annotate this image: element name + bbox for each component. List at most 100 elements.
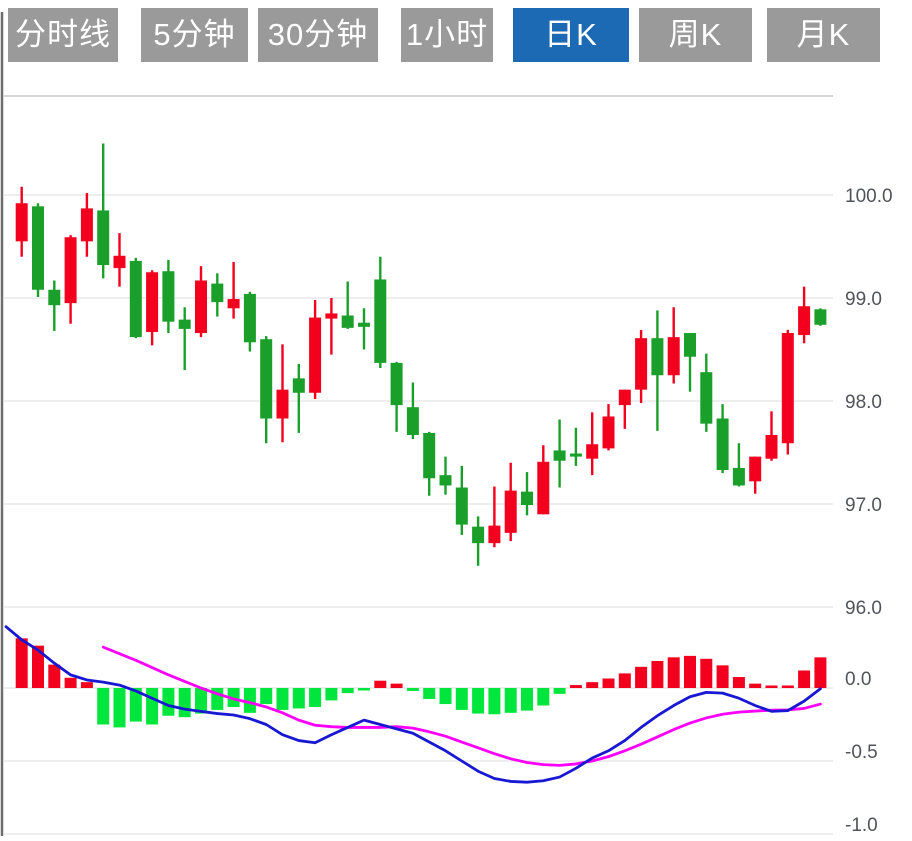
candle-body: [243, 293, 256, 343]
macd-hist-bar: [716, 665, 729, 688]
macd-hist-bar: [472, 688, 485, 714]
candle-body: [553, 450, 566, 461]
candle-body: [64, 237, 77, 304]
candle-body: [684, 333, 696, 357]
candle-body: [635, 338, 648, 390]
candle-body: [341, 315, 354, 328]
price-axis-label: 96.0: [845, 598, 882, 619]
price-axis-label: 98.0: [845, 392, 882, 413]
macd-hist-bar: [374, 680, 387, 688]
candle-body: [292, 378, 305, 393]
macd-hist-bar: [406, 688, 419, 691]
macd-hist-bar: [798, 670, 811, 688]
candle-body: [749, 456, 762, 482]
macd-hist-bar: [325, 688, 338, 701]
macd-hist-bar: [732, 677, 745, 688]
macd-hist-bar: [32, 645, 44, 688]
candle-body: [358, 322, 370, 327]
candle-body: [504, 490, 517, 533]
candle-body: [48, 289, 61, 306]
candle-body: [716, 418, 729, 471]
macd-hist-bar: [781, 685, 794, 688]
candle-body: [732, 467, 745, 486]
macd-hist-bar: [309, 688, 322, 707]
macd-hist-bar: [97, 688, 110, 725]
candle-body: [618, 389, 631, 406]
tab-1hour[interactable]: 1小时: [401, 8, 493, 62]
tab-30min[interactable]: 30分钟: [258, 8, 378, 62]
macd-hist-bar: [667, 657, 680, 688]
macd-hist-bar: [635, 666, 648, 688]
candle-body: [195, 280, 207, 334]
macd-hist-bar: [684, 655, 696, 688]
candle-body: [439, 475, 452, 486]
tab-minute-line[interactable]: 分时线: [8, 8, 118, 62]
candle-body: [390, 362, 403, 406]
macd-hist-bar: [586, 682, 599, 688]
macd-hist-bar: [243, 688, 256, 713]
candle-body: [586, 444, 599, 459]
macd-hist-bar: [602, 678, 615, 688]
candle-body: [781, 333, 794, 444]
candle-body: [129, 260, 142, 338]
macd-hist-bar: [423, 688, 436, 699]
macd-hist-bar: [15, 638, 28, 688]
tab-daily-k[interactable]: 日K: [513, 8, 629, 62]
dif-line: [4, 625, 822, 784]
macd-hist-bar: [569, 685, 582, 688]
candle-body: [521, 491, 533, 506]
candle-body: [211, 283, 224, 303]
macd-hist-bar: [504, 688, 517, 713]
candle-body: [178, 319, 191, 329]
macd-hist-bar: [64, 677, 77, 688]
tab-monthly-k[interactable]: 月K: [767, 8, 880, 62]
macd-axis-label: 0.0: [845, 669, 871, 690]
macd-hist-bar: [48, 664, 61, 688]
candle-body: [227, 299, 240, 309]
candle-body: [276, 389, 289, 419]
macd-hist-bar: [537, 688, 550, 706]
macd-hist-bar: [765, 685, 778, 688]
candle-body: [455, 487, 468, 525]
macd-hist-bar: [292, 688, 305, 709]
candle-body: [651, 338, 664, 376]
candle-body: [798, 306, 811, 336]
candle-body: [260, 339, 273, 419]
macd-hist-bar: [488, 688, 501, 715]
macd-hist-bar: [553, 688, 566, 694]
price-axis-label: 97.0: [845, 495, 882, 516]
macd-hist-bar: [80, 682, 93, 688]
candle-body: [423, 432, 436, 479]
macd-hist-bar: [358, 688, 370, 691]
dea-line: [101, 645, 822, 767]
candle-body: [97, 210, 110, 266]
macd-hist-bar: [341, 688, 354, 694]
macd-hist-bar: [455, 688, 468, 710]
timeframe-tabbar: 分时线 5分钟 30分钟 1小时 日K 周K 月K: [0, 0, 912, 72]
candle-body: [162, 271, 175, 322]
candle-body: [537, 461, 550, 515]
candle-body: [113, 255, 126, 269]
candle-body: [325, 313, 338, 319]
candle-body: [15, 203, 28, 242]
macd-hist-bar: [618, 673, 631, 688]
macd-hist-bar: [700, 658, 713, 688]
macd-hist-bar: [113, 688, 126, 728]
macd-hist-bar: [195, 688, 207, 714]
candle-body: [667, 337, 680, 376]
candle-body: [406, 407, 419, 435]
candle-body: [374, 279, 387, 363]
macd-axis-label: -1.0: [845, 815, 878, 836]
tab-5min[interactable]: 5分钟: [141, 8, 248, 62]
candle-body: [309, 317, 322, 393]
candle-body: [488, 525, 501, 544]
candle-body: [602, 416, 615, 449]
candle-body: [472, 526, 485, 544]
macd-hist-bar: [439, 688, 452, 705]
price-axis-label: 100.0: [845, 186, 893, 207]
macd-axis-label: -0.5: [845, 742, 878, 763]
tab-weekly-k[interactable]: 周K: [639, 8, 752, 62]
macd-hist-bar: [814, 657, 827, 688]
candle-body: [146, 272, 159, 332]
macd-hist-bar: [162, 688, 175, 716]
